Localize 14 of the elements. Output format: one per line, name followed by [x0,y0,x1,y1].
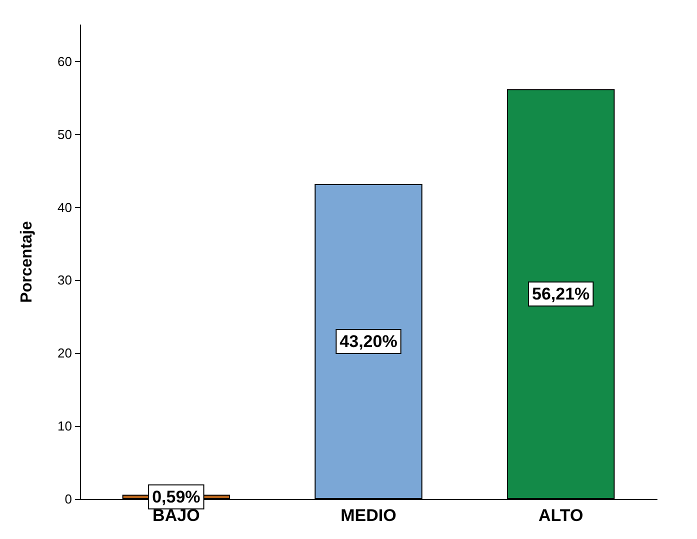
data-label: 43,20% [340,332,398,351]
y-tick-label: 10 [58,418,72,434]
y-tick-label: 30 [58,272,72,288]
x-tick-label: BAJO [152,506,200,525]
y-tick-label: 20 [58,346,72,361]
x-tick-label: MEDIO [340,506,396,525]
y-tick-label: 40 [58,200,72,215]
y-axis-title: Porcentaje [18,220,36,303]
data-label: 0,59% [152,487,200,506]
y-tick-label: 60 [58,54,72,69]
y-tick-label: 50 [58,126,72,142]
y-tick-label: 0 [64,492,72,506]
x-tick-label: ALTO [538,506,584,525]
data-label: 56,21% [532,284,590,304]
